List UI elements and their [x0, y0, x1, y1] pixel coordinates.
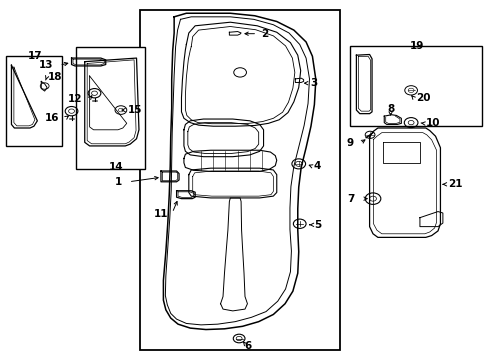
Text: 10: 10 [426, 118, 441, 128]
Text: 14: 14 [109, 162, 124, 172]
Bar [76, 47, 145, 169]
Text: 4: 4 [314, 161, 321, 171]
Text: 3: 3 [311, 78, 318, 88]
Text: 6: 6 [244, 341, 251, 351]
Text: 15: 15 [128, 105, 142, 115]
Text: 19: 19 [410, 41, 424, 50]
Text: 20: 20 [416, 93, 431, 103]
Text: 9: 9 [346, 139, 353, 148]
Text: 21: 21 [448, 179, 462, 189]
Text: 2: 2 [261, 29, 268, 39]
Text: 18: 18 [48, 72, 62, 82]
Text: 16: 16 [45, 113, 59, 123]
Bar [350, 45, 482, 126]
Text: 7: 7 [347, 194, 355, 204]
Bar [5, 56, 62, 146]
Text: 13: 13 [39, 60, 53, 70]
Text: 8: 8 [388, 104, 395, 114]
Text: 17: 17 [27, 51, 42, 61]
Text: 5: 5 [314, 220, 321, 230]
Text: 1: 1 [115, 177, 122, 187]
Text: 11: 11 [154, 209, 169, 219]
Text: 12: 12 [68, 94, 83, 104]
Bar [140, 10, 340, 350]
